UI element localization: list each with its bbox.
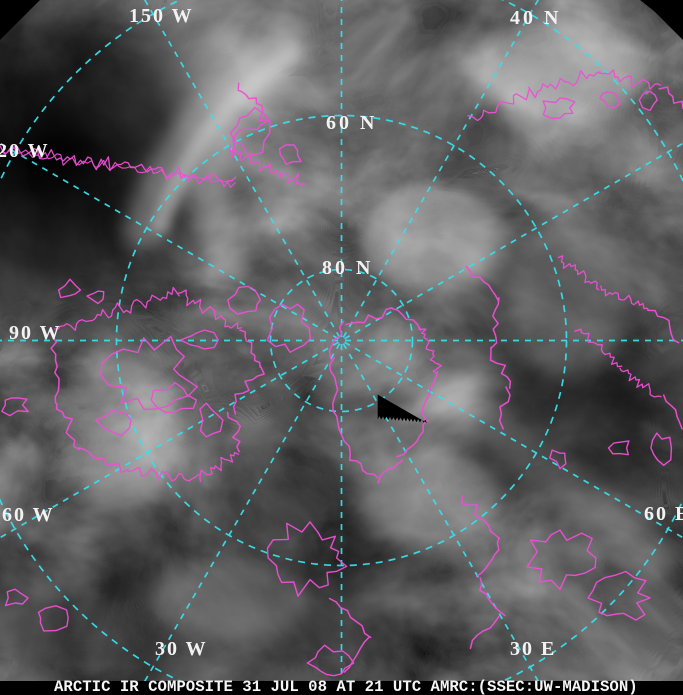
svg-text:60 E: 60 E: [644, 503, 683, 525]
svg-text:150 W: 150 W: [129, 5, 194, 27]
svg-text:120 W: 120 W: [0, 140, 50, 162]
svg-text:80 N: 80 N: [322, 257, 373, 279]
svg-text:60 N: 60 N: [326, 112, 377, 134]
svg-text:40 N: 40 N: [510, 7, 561, 29]
svg-text:30 W: 30 W: [155, 638, 208, 660]
svg-text:90 W: 90 W: [9, 322, 62, 344]
svg-text:60 W: 60 W: [2, 504, 55, 526]
svg-text:30 E: 30 E: [510, 638, 556, 660]
